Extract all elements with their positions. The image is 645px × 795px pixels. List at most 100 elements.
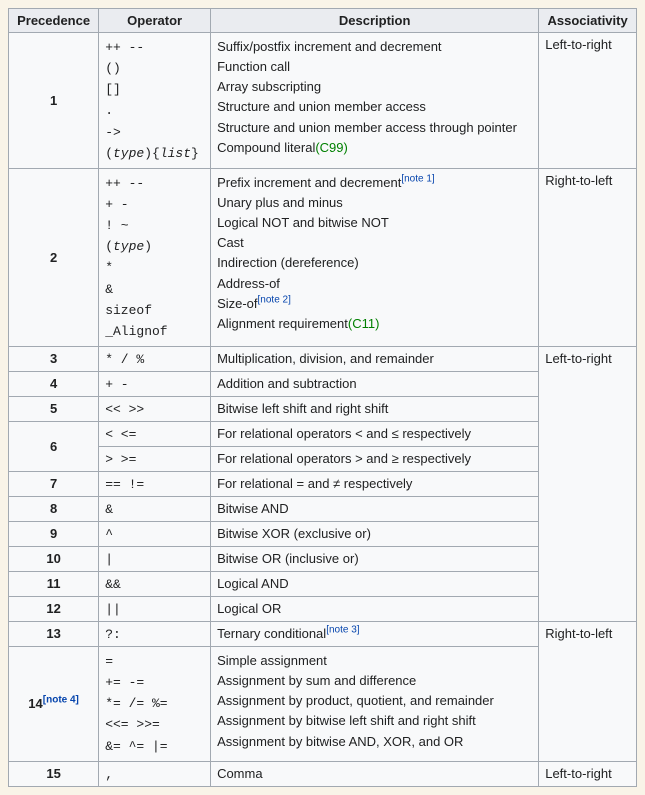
description: Function call <box>217 59 290 74</box>
description: Structure and union member access throug… <box>217 120 517 135</box>
description-cell: Bitwise left shift and right shift <box>211 396 539 421</box>
description-cell: Prefix increment and decrement[note 1] U… <box>211 168 539 346</box>
precedence-cell: 8 <box>9 496 99 521</box>
description-cell: Logical OR <box>211 596 539 621</box>
operator-cell: * / % <box>99 346 211 371</box>
precedence-cell: 5 <box>9 396 99 421</box>
description-cell: Simple assignment Assignment by sum and … <box>211 646 539 761</box>
operator: , <box>105 767 113 782</box>
std-tag: (C99) <box>315 140 348 155</box>
table-row: 15 , Comma Left-to-right <box>9 761 637 786</box>
operator-cell: < <= <box>99 421 211 446</box>
operator-cell: ^ <box>99 521 211 546</box>
operator-cell: + - <box>99 371 211 396</box>
operator: *= /= %= <box>105 696 167 711</box>
description: Prefix increment and decrement <box>217 175 401 190</box>
precedence-cell: 2 <box>9 168 99 346</box>
description-cell: Logical AND <box>211 571 539 596</box>
operator: + - <box>105 197 128 212</box>
precedence-cell: 12 <box>9 596 99 621</box>
description: Assignment by sum and difference <box>217 673 416 688</box>
table-row: 1 ++ -- () [] . -> (type){list} Suffix/p… <box>9 33 637 169</box>
precedence-cell: 1 <box>9 33 99 169</box>
operator: _Alignof <box>105 324 167 339</box>
operator: (type){list} <box>105 146 199 161</box>
associativity-cell: Right-to-left <box>539 168 637 346</box>
note-link[interactable]: [note 2] <box>258 294 291 305</box>
description-cell: Bitwise XOR (exclusive or) <box>211 521 539 546</box>
description-cell: Bitwise OR (inclusive or) <box>211 546 539 571</box>
col-operator: Operator <box>99 9 211 33</box>
description: Simple assignment <box>217 653 327 668</box>
precedence-cell: 13 <box>9 621 99 646</box>
precedence-cell: 15 <box>9 761 99 786</box>
operator: * <box>105 260 113 275</box>
associativity-cell: Right-to-left <box>539 621 637 761</box>
std-tag: (C11) <box>348 316 380 331</box>
description: Array subscripting <box>217 79 321 94</box>
description: Compound literal <box>217 140 315 155</box>
col-precedence: Precedence <box>9 9 99 33</box>
operator-cell: || <box>99 596 211 621</box>
operator: + - <box>105 377 128 392</box>
operator: == != <box>105 477 144 492</box>
precedence-cell: 11 <box>9 571 99 596</box>
operator-cell: > >= <box>99 446 211 471</box>
description: Assignment by product, quotient, and rem… <box>217 693 494 708</box>
operator: &= ^= |= <box>105 739 167 754</box>
note-link[interactable]: [note 1] <box>401 174 434 185</box>
operator: && <box>105 577 121 592</box>
operator-cell: & <box>99 496 211 521</box>
operator-cell: = += -= *= /= %= <<= >>= &= ^= |= <box>99 646 211 761</box>
description-cell: Suffix/postfix increment and decrement F… <box>211 33 539 169</box>
operator-cell: | <box>99 546 211 571</box>
operator: += -= <box>105 675 144 690</box>
operator: -> <box>105 125 121 140</box>
note-link[interactable]: [note 3] <box>326 625 359 636</box>
col-description: Description <box>211 9 539 33</box>
precedence-cell: 9 <box>9 521 99 546</box>
description: Size-of <box>217 296 257 311</box>
operator: ++ -- <box>105 176 144 191</box>
precedence-cell: 4 <box>9 371 99 396</box>
operator: & <box>105 282 113 297</box>
operator: <<= >>= <box>105 717 160 732</box>
associativity-cell: Left-to-right <box>539 761 637 786</box>
description-cell: For relational operators < and ≤ respect… <box>211 421 539 446</box>
precedence-cell: 14[note 4] <box>9 646 99 761</box>
operator: << >> <box>105 402 144 417</box>
description: Unary plus and minus <box>217 195 343 210</box>
operator: & <box>105 502 113 517</box>
table-row: 13 ?: Ternary conditional[note 3] Right-… <box>9 621 637 646</box>
operator: ^ <box>105 527 113 542</box>
operator: < <= <box>105 427 136 442</box>
operator-precedence-table: Precedence Operator Description Associat… <box>8 8 637 787</box>
description: Indirection (dereference) <box>217 255 359 270</box>
description: Assignment by bitwise AND, XOR, and OR <box>217 734 463 749</box>
description: Structure and union member access <box>217 99 426 114</box>
operator: () <box>105 61 121 76</box>
operator: ++ -- <box>105 40 144 55</box>
operator-cell: << >> <box>99 396 211 421</box>
table-row: 3 * / % Multiplication, division, and re… <box>9 346 637 371</box>
description-cell: Multiplication, division, and remainder <box>211 346 539 371</box>
description: Suffix/postfix increment and decrement <box>217 39 442 54</box>
associativity-cell: Left-to-right <box>539 33 637 169</box>
operator: ?: <box>105 627 121 642</box>
description-cell: For relational = and ≠ respectively <box>211 471 539 496</box>
operator: = <box>105 654 113 669</box>
operator: * / % <box>105 352 144 367</box>
operator-cell: && <box>99 571 211 596</box>
description: Alignment requirement <box>217 316 348 331</box>
table-row: 2 ++ -- + - ! ~ (type) * & sizeof _Align… <box>9 168 637 346</box>
operator: | <box>105 552 113 567</box>
operator: > >= <box>105 452 136 467</box>
operator-cell: ?: <box>99 621 211 646</box>
description: Assignment by bitwise left shift and rig… <box>217 713 476 728</box>
description: Logical NOT and bitwise NOT <box>217 215 389 230</box>
description-cell: For relational operators > and ≥ respect… <box>211 446 539 471</box>
note-link[interactable]: [note 4] <box>43 695 79 706</box>
precedence-cell: 7 <box>9 471 99 496</box>
operator-cell: == != <box>99 471 211 496</box>
operator: (type) <box>105 239 152 254</box>
